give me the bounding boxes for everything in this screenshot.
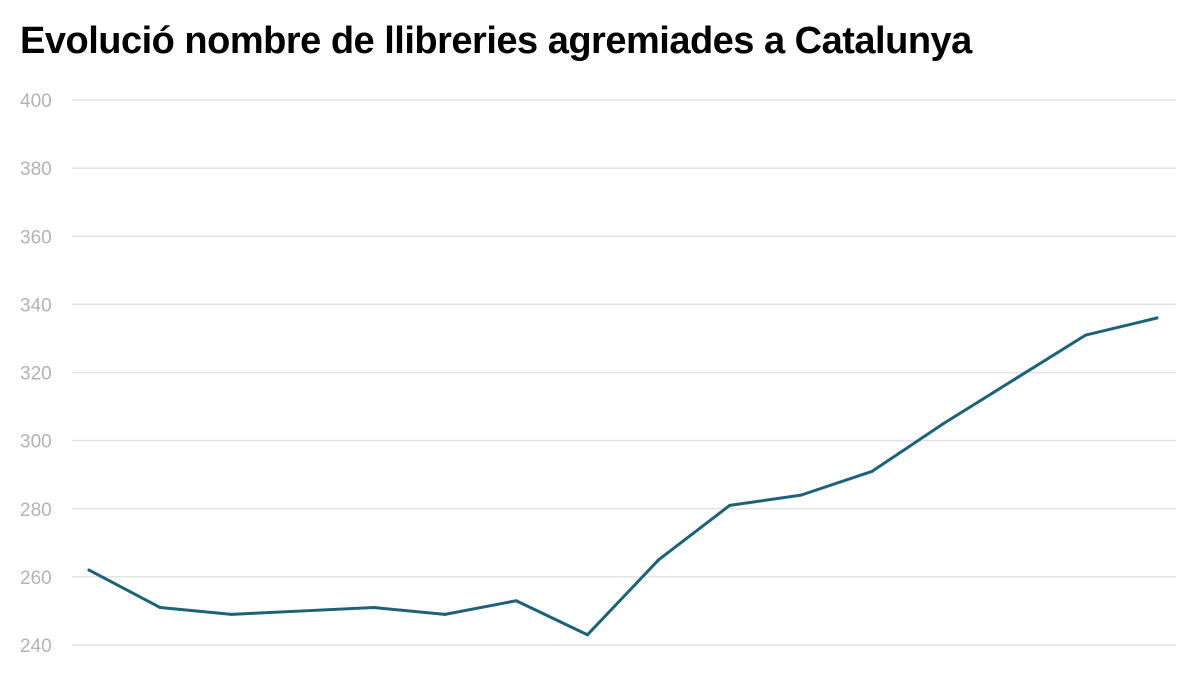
data-point [372,606,376,610]
y-tick-label: 300 [20,432,52,453]
data-point [585,633,589,637]
y-tick-label: 240 [20,636,52,657]
y-tick-label: 280 [20,500,52,521]
data-point [514,599,518,603]
y-tick-label: 320 [20,364,52,385]
y-tick-label: 260 [20,568,52,589]
y-tick-label: 360 [20,227,52,248]
data-point [941,422,945,426]
y-tick-label: 400 [20,91,52,112]
data-point [657,558,661,562]
data-point [158,606,162,610]
data-point [87,568,91,572]
series-line [87,316,1159,637]
data-point [870,469,874,473]
data-point [301,609,305,613]
data-point [1013,377,1017,381]
data-point [799,493,803,497]
data-point [728,503,732,507]
data-point [1084,333,1088,337]
y-tick-label: 340 [20,295,52,316]
data-point [229,612,233,616]
data-point [1155,316,1159,320]
data-point [443,612,447,616]
chart-title: Evolució nombre de llibreries agremiades… [20,20,972,62]
y-tick-label: 380 [20,159,52,180]
